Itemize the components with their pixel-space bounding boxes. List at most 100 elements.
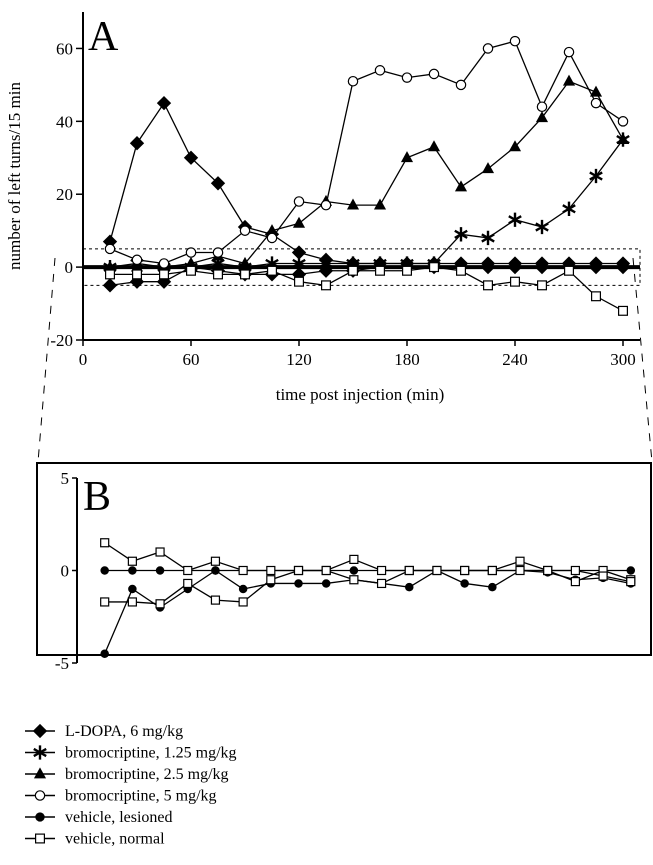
panel-a-data-point <box>484 281 493 290</box>
panel-b-data-point <box>378 567 386 575</box>
panel-a-data-point <box>619 306 628 315</box>
panel-b-data-point <box>516 557 524 565</box>
panel-b-data-point <box>101 539 109 547</box>
panel-a-data-point <box>187 266 196 275</box>
panel-b-data-point <box>184 579 192 587</box>
panel-b-data-point <box>516 567 524 575</box>
panel-a-x-tick-label: 0 <box>79 350 88 369</box>
panel-a-data-point <box>130 136 144 150</box>
panel-b-data-point <box>128 557 136 565</box>
panel-a-data-point <box>321 200 330 209</box>
panel-b-y-tick-label: 0 <box>61 562 70 581</box>
legend-label: bromocriptine, 1.25 mg/kg <box>65 745 237 762</box>
panel-a-y-tick-label: 0 <box>65 258 74 277</box>
panel-a-data-point <box>103 278 117 292</box>
legend: L-DOPA, 6 mg/kgbromocriptine, 1.25 mg/kg… <box>25 723 237 848</box>
panel-a-y-tick-label: 40 <box>56 112 73 131</box>
panel-a-data-point <box>268 266 277 275</box>
panel-a-data-point <box>456 80 465 89</box>
panel-a-x-tick-label: 180 <box>394 350 420 369</box>
panel-b-data-point <box>627 566 636 575</box>
panel-b-y-tick-label: -5 <box>55 654 69 673</box>
panel-a-x-tick-label: 300 <box>610 350 636 369</box>
panel-b-label: B <box>83 474 111 520</box>
panel-b-data-point <box>156 566 165 575</box>
panel-a-data-point <box>482 162 494 173</box>
panel-a-data-point <box>186 248 195 257</box>
panel-a-data-point <box>592 292 601 301</box>
panel-a-data-point <box>214 270 223 279</box>
legend-label: bromocriptine, 2.5 mg/kg <box>65 766 229 783</box>
panel-a-data-point <box>293 217 305 228</box>
panel-b-data-point <box>322 579 331 588</box>
legend-label: vehicle, normal <box>65 831 165 848</box>
panel-a-data-point <box>591 98 600 107</box>
panel-a-data-point <box>240 226 249 235</box>
panel-a-data-point <box>509 213 521 227</box>
zoom-connector-right <box>633 258 652 462</box>
panel-a-data-point <box>349 266 358 275</box>
panel-b-data-point <box>488 567 496 575</box>
panel-a-y-tick-label: 20 <box>56 185 73 204</box>
legend-marker <box>35 791 44 800</box>
panel-b-data-point <box>461 567 469 575</box>
panel-b-data-point <box>295 567 303 575</box>
panel-a-data-point <box>536 220 548 234</box>
panel-a-data-point <box>618 117 627 126</box>
panel-b-data-point <box>267 576 275 584</box>
panel-b-data-point <box>405 583 414 592</box>
panel-a-data-point <box>132 255 141 264</box>
panel-b-ticks: -5 0 5 <box>55 469 77 673</box>
panel-b-data-point <box>350 576 358 584</box>
panel-a-series <box>103 36 630 315</box>
panel-b-data-point <box>184 567 192 575</box>
legend-marker <box>33 724 47 738</box>
panel-b-data-point <box>571 567 579 575</box>
legend-marker <box>34 767 46 778</box>
panel-b-data-point <box>128 566 137 575</box>
panel-a-x-tick-label: 120 <box>286 350 312 369</box>
panel-a-data-point <box>511 277 520 286</box>
panel-a-series-line <box>110 103 623 263</box>
panel-a-data-point <box>457 266 466 275</box>
panel-b-data-point <box>405 567 413 575</box>
panel-a-data-point <box>157 96 171 110</box>
panel-a-x-tick-label: 60 <box>183 350 200 369</box>
panel-a-data-point <box>322 281 331 290</box>
panel-b-data-point <box>350 555 358 563</box>
panel-b-data-point <box>322 567 330 575</box>
panel-a-y-axis-label: number of left turns/15 min <box>5 82 24 270</box>
panel-a-data-point <box>374 199 386 210</box>
legend-marker <box>36 834 45 843</box>
zoom-connector-left <box>38 258 55 462</box>
panel-b-data-point <box>350 566 359 575</box>
panel-b-data-point <box>378 579 386 587</box>
panel-b-data-point <box>239 567 247 575</box>
panel-a-data-point <box>241 270 250 279</box>
panel-b-data-point <box>294 579 303 588</box>
panel-b-data-point <box>211 566 220 575</box>
panel-b-data-point <box>156 548 164 556</box>
panel-b-data-point <box>433 567 441 575</box>
panel-a-data-point <box>537 102 546 111</box>
legend-marker <box>35 812 44 821</box>
panel-a-data-point <box>563 75 575 86</box>
panel-b-data-point <box>239 585 248 594</box>
panel-b-data-point <box>128 585 137 594</box>
panel-b-data-point <box>101 598 109 606</box>
panel-a-x-tick-label: 240 <box>502 350 528 369</box>
panel-b-data-point <box>544 567 552 575</box>
panel-a: -20 0 20 40 60 0 60 120 180 240 300 A number of le… <box>5 12 640 404</box>
panel-a-data-point <box>429 69 438 78</box>
panel-b-y-tick-label: 5 <box>61 469 70 488</box>
panel-a-y-tick-label: 60 <box>56 39 73 58</box>
panel-b-data-point <box>488 583 497 592</box>
panel-a-data-point <box>430 263 439 272</box>
panel-a-data-point <box>133 270 142 279</box>
panel-a-data-point <box>294 197 303 206</box>
panel-a-label: A <box>88 14 119 60</box>
panel-a-data-point <box>376 266 385 275</box>
panel-a-data-point <box>213 248 222 257</box>
panel-b-series-line <box>105 543 631 582</box>
